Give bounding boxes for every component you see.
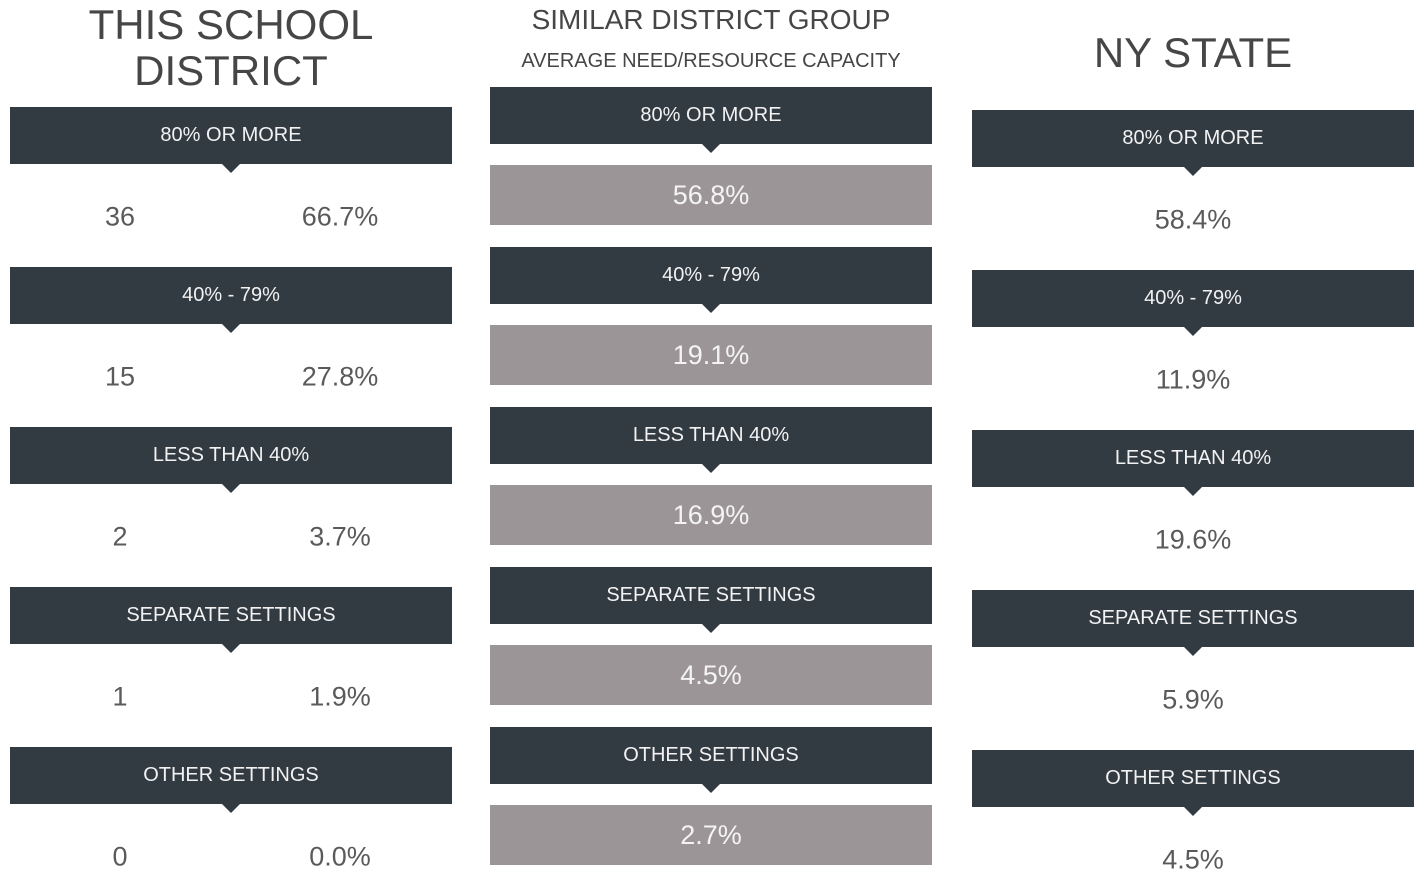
- percent-value: 0.0%: [309, 841, 371, 872]
- banner-notch: [222, 804, 240, 813]
- banner-notch: [702, 144, 720, 153]
- percent-value: 5.9%: [1162, 684, 1224, 715]
- banner-notch: [222, 644, 240, 653]
- percent-value: 19.6%: [1154, 524, 1232, 555]
- banner-notch: [222, 324, 240, 333]
- banner-notch: [1184, 487, 1202, 496]
- category-banner: OTHER SETTINGS: [490, 727, 932, 784]
- percent-box: 16.9%: [490, 485, 932, 545]
- category-banner: OTHER SETTINGS: [10, 747, 452, 804]
- percent-value: 66.7%: [301, 201, 379, 232]
- banner-notch: [222, 484, 240, 493]
- count-value: 36: [104, 201, 136, 232]
- banner-notch: [702, 304, 720, 313]
- percent-value: 3.7%: [309, 521, 371, 552]
- percent-box: 19.1%: [490, 325, 932, 385]
- count-value: 1: [112, 681, 128, 712]
- category-banner: 40% - 79%: [490, 247, 932, 304]
- banner-notch: [1184, 647, 1202, 656]
- percent-value: 11.9%: [1155, 364, 1231, 395]
- banner-notch: [702, 624, 720, 633]
- percent-box: 4.5%: [490, 645, 932, 705]
- percent-value: 4.5%: [1162, 844, 1224, 875]
- category-banner: 80% OR MORE: [972, 110, 1414, 167]
- percent-value: 1.9%: [309, 681, 371, 712]
- category-banner: 40% - 79%: [10, 267, 452, 324]
- category-banner: 80% OR MORE: [490, 87, 932, 144]
- banner-notch: [222, 164, 240, 173]
- percent-box: 2.7%: [490, 805, 932, 865]
- category-banner: SEPARATE SETTINGS: [490, 567, 932, 624]
- banner-notch: [1184, 167, 1202, 176]
- count-value: 2: [112, 521, 128, 552]
- banner-notch: [1184, 327, 1202, 336]
- column-title: THIS SCHOOL DISTRICT: [88, 1, 374, 94]
- banner-notch: [1184, 807, 1202, 816]
- category-banner: 80% OR MORE: [10, 107, 452, 164]
- category-banner: OTHER SETTINGS: [972, 750, 1414, 807]
- category-banner: SEPARATE SETTINGS: [972, 590, 1414, 647]
- category-banner: 40% - 79%: [972, 270, 1414, 327]
- count-value: 15: [104, 361, 136, 392]
- category-banner: LESS THAN 40%: [972, 430, 1414, 487]
- category-banner: SEPARATE SETTINGS: [10, 587, 452, 644]
- count-value: 0: [112, 841, 128, 872]
- category-banner: LESS THAN 40%: [490, 407, 932, 464]
- column-subtitle: AVERAGE NEED/RESOURCE CAPACITY: [521, 50, 901, 72]
- banner-notch: [702, 784, 720, 793]
- banner-notch: [702, 464, 720, 473]
- percent-value: 58.4%: [1154, 204, 1232, 235]
- percent-box: 56.8%: [490, 165, 932, 225]
- percent-value: 27.8%: [301, 361, 379, 392]
- column-title: NY STATE: [1093, 29, 1293, 76]
- category-banner: LESS THAN 40%: [10, 427, 452, 484]
- column-title: SIMILAR DISTRICT GROUP: [531, 4, 891, 35]
